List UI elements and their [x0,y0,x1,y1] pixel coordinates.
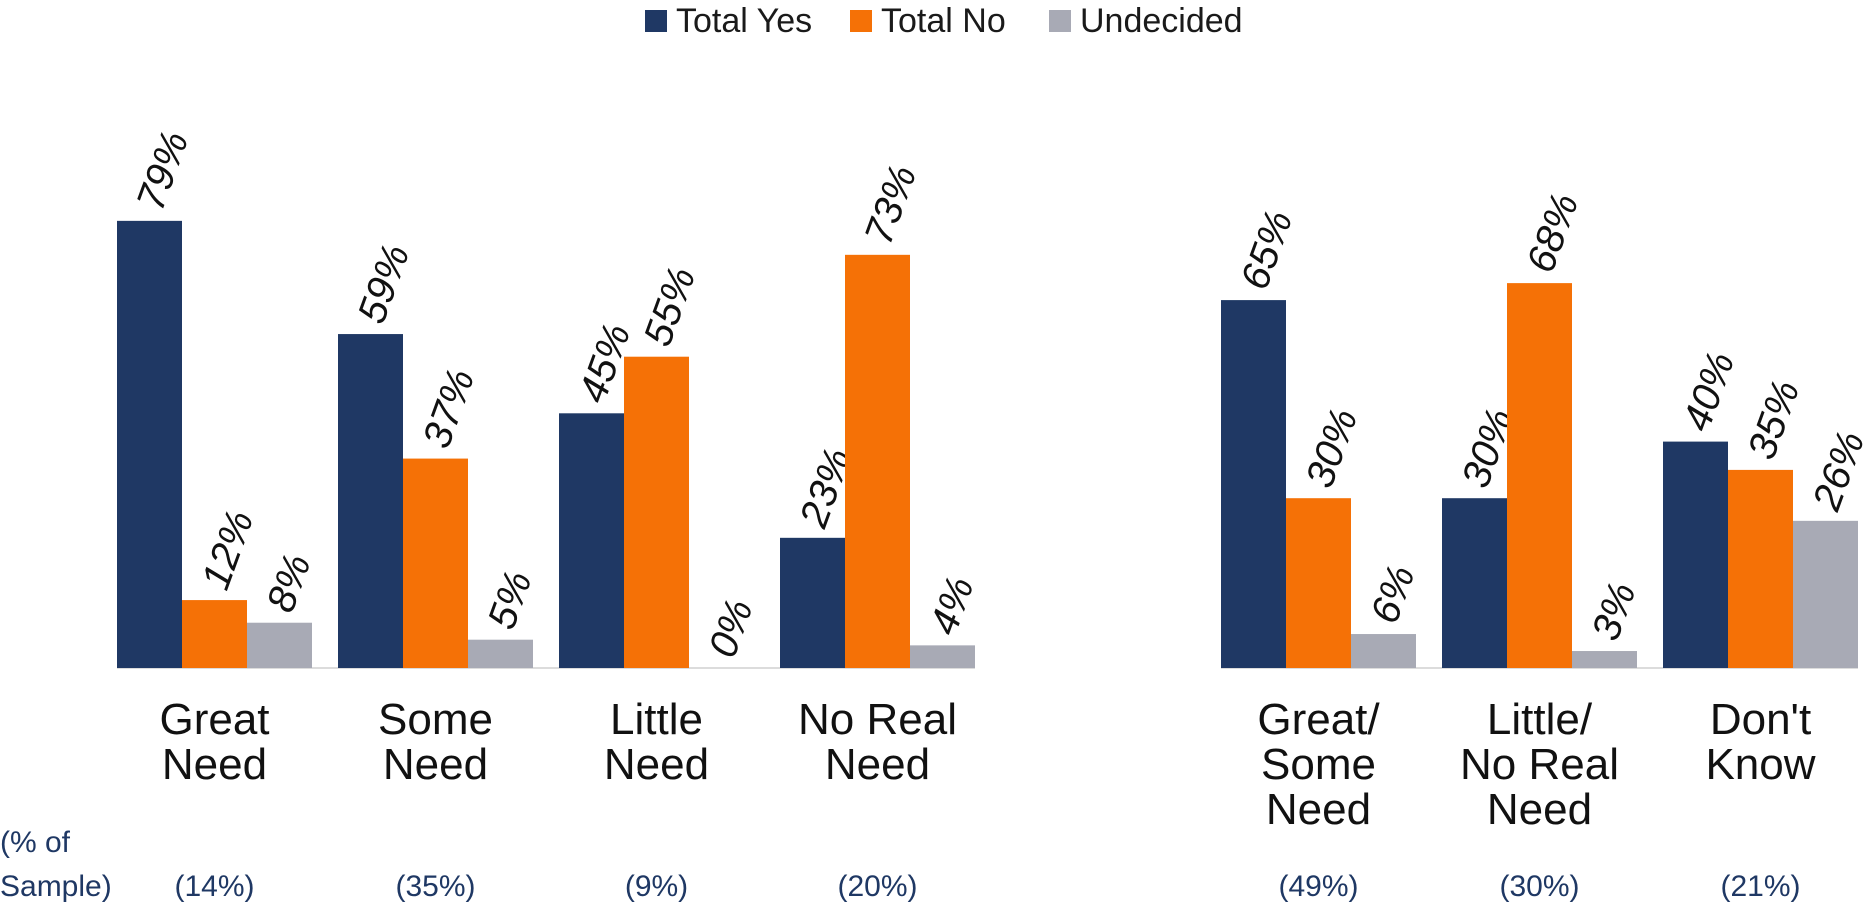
category-label: Little [610,695,703,744]
category-label: Know [1705,740,1815,789]
legend-swatch-total-no[interactable] [850,10,872,32]
data-label: 65% [1233,205,1302,295]
bar-undecided[interactable] [468,639,533,668]
bar-undecided[interactable] [1793,520,1858,668]
data-label: 79% [129,126,198,216]
bar-total-yes[interactable] [1221,300,1286,668]
data-label: 68% [1519,188,1588,278]
sample-label: (14%) [174,870,254,903]
sample-label: (9%) [625,870,688,903]
bar-undecided[interactable] [247,622,312,668]
data-label: 55% [636,261,705,351]
sample-axis-label: (% of [0,826,71,859]
legend-label: Total Yes [676,2,812,40]
legend-label: Undecided [1080,2,1243,40]
data-label: 6% [1363,560,1424,629]
category-label: Need [825,740,930,789]
legend-swatch-total-yes[interactable] [645,10,667,32]
data-label: 40% [1675,346,1744,436]
bar-total-yes[interactable] [559,413,624,668]
data-label: 30% [1298,403,1367,493]
bar-undecided[interactable] [1572,651,1637,668]
data-label: 0% [701,594,762,663]
category-label: Need [1266,785,1371,834]
category-label: Some [1261,740,1376,789]
category-label: Great [159,695,269,744]
data-label: 4% [922,571,983,640]
bar-total-no[interactable] [845,254,910,668]
category-label: Need [162,740,267,789]
category-label: Need [1487,785,1592,834]
bar-total-no[interactable] [1507,283,1572,668]
sample-label: (35%) [395,870,475,903]
legend-label: Total No [881,2,1006,40]
bar-total-yes[interactable] [338,334,403,668]
data-label: 3% [1584,577,1645,646]
bar-total-yes[interactable] [1442,498,1507,668]
data-label: 73% [857,160,926,250]
data-label: 26% [1804,426,1866,517]
bar-total-yes[interactable] [1663,441,1728,668]
data-label: 37% [415,363,484,453]
sample-axis-label: Sample) [0,870,112,903]
data-label: 59% [350,239,419,329]
data-label: 5% [480,565,541,634]
bar-total-no[interactable] [624,356,689,668]
bar-total-no[interactable] [182,600,247,668]
bar-total-no[interactable] [403,458,468,668]
category-label: Need [604,740,709,789]
category-label: Little/ [1487,695,1593,744]
category-label: Some [378,695,493,744]
bar-total-yes[interactable] [780,537,845,668]
data-label: 8% [259,548,320,617]
data-label: 35% [1740,375,1809,465]
bar-total-no[interactable] [1728,469,1793,668]
sample-label: (30%) [1499,870,1579,903]
bar-undecided[interactable] [1351,634,1416,668]
category-label: No Real [798,695,957,744]
sample-label: (49%) [1278,870,1358,903]
sample-label: (21%) [1720,870,1800,903]
bar-total-no[interactable] [1286,498,1351,668]
bar-total-yes[interactable] [117,220,182,669]
category-label: Don't [1710,695,1811,744]
bar-undecided[interactable] [910,645,975,668]
sample-label: (20%) [837,870,917,903]
data-label: 12% [194,505,263,595]
category-label: No Real [1460,740,1619,789]
category-label: Great/ [1257,695,1380,744]
legend-swatch-undecided[interactable] [1049,10,1071,32]
category-label: Need [383,740,488,789]
